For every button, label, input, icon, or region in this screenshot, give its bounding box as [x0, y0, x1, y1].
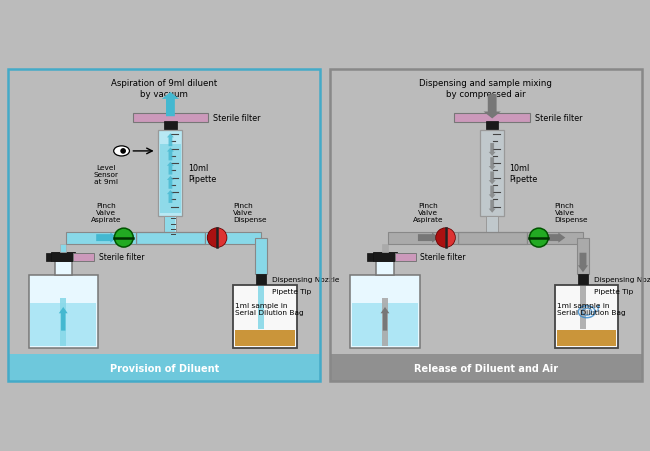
Text: 1ml sample in
Serial Dilution Bag: 1ml sample in Serial Dilution Bag — [557, 302, 625, 315]
Text: Pinch
Valve
Dispense: Pinch Valve Dispense — [233, 202, 266, 222]
Bar — [205, 232, 261, 244]
Bar — [60, 244, 66, 253]
Bar — [51, 253, 75, 262]
Text: Release of Diluent and Air: Release of Diluent and Air — [414, 363, 558, 373]
Text: Sterile filter: Sterile filter — [421, 253, 466, 262]
Bar — [31, 303, 96, 346]
Bar — [55, 262, 72, 276]
Bar — [395, 253, 416, 261]
Bar — [159, 131, 183, 216]
Bar — [367, 253, 373, 261]
FancyArrow shape — [167, 148, 174, 161]
Bar — [486, 122, 499, 129]
FancyArrow shape — [489, 158, 496, 171]
Circle shape — [207, 229, 227, 248]
Bar — [382, 298, 388, 346]
Text: Dispensing and sample mixing
by compressed air: Dispensing and sample mixing by compress… — [419, 79, 552, 99]
Bar — [580, 287, 586, 329]
Text: Dispensing Nozzle: Dispensing Nozzle — [594, 276, 650, 282]
Bar — [376, 262, 394, 276]
FancyArrow shape — [484, 95, 501, 119]
Bar — [46, 253, 51, 261]
Bar — [480, 131, 504, 216]
FancyArrow shape — [489, 186, 496, 199]
Text: 1ml sample in
Serial Dilution Bag: 1ml sample in Serial Dilution Bag — [235, 302, 304, 315]
Text: Pinch
Valve
Dispense: Pinch Valve Dispense — [554, 202, 588, 222]
FancyArrow shape — [546, 233, 566, 243]
Text: Sterile filter: Sterile filter — [535, 114, 582, 123]
Bar — [164, 122, 177, 129]
Text: 10ml
Pipette: 10ml Pipette — [188, 164, 216, 183]
Bar — [454, 114, 530, 123]
Bar — [257, 275, 266, 285]
FancyArrow shape — [489, 144, 496, 156]
FancyArrow shape — [418, 233, 439, 243]
Bar — [352, 303, 418, 346]
Bar — [373, 253, 396, 262]
Text: Pipette Tip: Pipette Tip — [594, 288, 633, 294]
FancyArrow shape — [167, 176, 174, 189]
Bar — [160, 144, 181, 213]
Wedge shape — [445, 229, 455, 248]
Circle shape — [529, 229, 549, 248]
Bar — [60, 298, 66, 346]
Bar — [578, 275, 588, 285]
Circle shape — [120, 149, 126, 154]
Bar — [66, 232, 136, 244]
FancyArrow shape — [597, 305, 601, 312]
FancyArrow shape — [162, 93, 179, 117]
Bar — [29, 276, 98, 348]
FancyArrow shape — [96, 233, 117, 243]
Bar — [165, 218, 176, 236]
Bar — [259, 287, 264, 329]
Circle shape — [114, 229, 133, 248]
Bar — [233, 285, 296, 348]
Circle shape — [436, 229, 455, 248]
FancyArrow shape — [167, 191, 174, 203]
Bar — [8, 354, 320, 381]
FancyArrow shape — [59, 307, 68, 331]
Bar — [164, 216, 176, 238]
Bar — [527, 232, 583, 244]
FancyArrow shape — [167, 162, 174, 175]
Bar — [577, 238, 589, 275]
Wedge shape — [217, 229, 227, 248]
Text: Sterile filter: Sterile filter — [99, 253, 144, 262]
Wedge shape — [436, 229, 445, 248]
FancyArrow shape — [578, 253, 588, 273]
Text: Dispensing Nozzle: Dispensing Nozzle — [272, 276, 340, 282]
FancyArrow shape — [167, 134, 174, 147]
Bar — [136, 232, 205, 244]
Bar — [388, 232, 458, 244]
Ellipse shape — [114, 147, 129, 156]
Text: Pipette Tip: Pipette Tip — [272, 288, 311, 294]
Bar — [555, 285, 618, 348]
FancyArrow shape — [489, 200, 496, 213]
Bar — [330, 354, 642, 381]
FancyArrow shape — [489, 172, 496, 185]
Text: Sterile filter: Sterile filter — [213, 114, 261, 123]
Text: Pinch
Valve
Aspirate: Pinch Valve Aspirate — [413, 202, 443, 222]
FancyArrow shape — [381, 307, 389, 331]
Wedge shape — [207, 229, 217, 248]
Bar — [486, 216, 498, 238]
Bar — [73, 253, 94, 261]
Bar — [235, 331, 294, 346]
Text: Provision of Diluent: Provision of Diluent — [109, 363, 219, 373]
Bar — [458, 232, 527, 244]
Text: 10ml
Pipette: 10ml Pipette — [510, 164, 538, 183]
Bar — [557, 331, 616, 346]
Text: Level
Sensor
at 9ml: Level Sensor at 9ml — [94, 165, 118, 185]
Text: Pinch
Valve
Aspirate: Pinch Valve Aspirate — [91, 202, 122, 222]
Bar — [382, 244, 388, 253]
Bar — [350, 276, 420, 348]
Bar — [133, 114, 208, 123]
Bar — [255, 238, 267, 275]
Text: Aspiration of 9ml diluent
by vacuum: Aspiration of 9ml diluent by vacuum — [111, 79, 217, 99]
